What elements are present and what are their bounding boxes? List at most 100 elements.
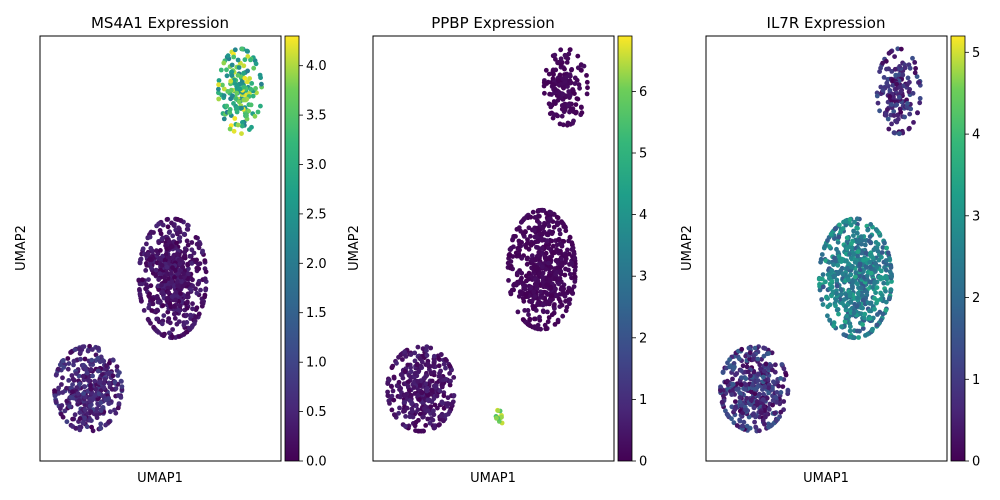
cell-point (447, 363, 453, 369)
cell-point (844, 235, 850, 241)
cell-point (839, 324, 844, 330)
cell-point (554, 292, 559, 298)
cell-point (156, 287, 162, 292)
cell-point (451, 375, 457, 380)
cell-point (533, 282, 539, 288)
cell-point (188, 287, 194, 293)
cell-point (161, 275, 167, 280)
cell-point (231, 54, 237, 60)
cell-point (898, 109, 904, 115)
cell-point (744, 395, 749, 401)
cell-point (553, 87, 558, 93)
cell-point (519, 270, 525, 276)
cell-point (89, 357, 95, 363)
cell-point (195, 281, 201, 287)
cell-point (428, 345, 434, 351)
cell-point (552, 306, 557, 311)
cell-point (416, 368, 422, 374)
cell-point (832, 226, 838, 232)
cell-point (546, 315, 552, 320)
cell-point (834, 277, 840, 283)
cell-point (565, 120, 571, 126)
cell-point (734, 387, 740, 392)
cell-point (386, 377, 392, 383)
cell-point (731, 361, 737, 366)
cell-point (540, 264, 545, 270)
cell-point (108, 409, 113, 415)
cell-point (894, 81, 900, 87)
cell-point (437, 422, 442, 427)
cell-point (855, 253, 860, 259)
cell-point (391, 374, 397, 380)
cell-point (525, 237, 530, 243)
cell-point (397, 394, 403, 400)
cell-point (241, 63, 247, 69)
cell-point (825, 313, 830, 319)
cell-point (110, 373, 116, 379)
cell-point (883, 112, 889, 118)
cell-point (567, 297, 573, 302)
cell-point (567, 47, 573, 52)
colorbar-tick-label: 0.0 (306, 455, 327, 470)
cell-point (119, 384, 125, 389)
cell-point (915, 110, 920, 116)
cell-point (72, 412, 78, 418)
cell-point (884, 245, 889, 251)
cell-point (885, 107, 890, 112)
cell-point (417, 383, 423, 388)
cell-point (159, 236, 165, 242)
cell-point (423, 381, 429, 387)
cell-point (770, 398, 776, 403)
cell-point (545, 231, 550, 237)
cell-point (766, 351, 771, 356)
cell-point (769, 387, 775, 392)
cell-point (82, 415, 87, 421)
cell-point (231, 128, 237, 134)
cell-point (532, 316, 537, 322)
cell-point (402, 393, 407, 398)
cell-point (569, 262, 575, 267)
cell-point (527, 316, 533, 322)
cell-point (159, 282, 164, 288)
cell-point (839, 291, 844, 297)
cell-point (231, 101, 236, 106)
cell-point (202, 276, 208, 282)
cell-point (528, 285, 534, 291)
colorbar-tick-label: 1.5 (306, 306, 327, 321)
cell-point (530, 209, 536, 215)
cell-point (829, 268, 835, 274)
cell-point (171, 223, 177, 229)
cell-point (886, 126, 892, 132)
cell-point (170, 327, 176, 332)
cell-point (739, 375, 744, 380)
cell-point (528, 214, 534, 220)
cell-point (750, 382, 755, 388)
cell-point (221, 60, 227, 66)
cell-point (772, 410, 778, 416)
cell-point (88, 409, 94, 414)
cell-point (194, 305, 200, 311)
y-axis-label: UMAP2 (347, 225, 362, 271)
cell-point (916, 80, 922, 85)
cell-point (549, 238, 554, 244)
cell-point (885, 99, 891, 105)
cell-point (912, 60, 918, 65)
colorbar-tick-label: 1 (639, 393, 647, 408)
cell-point (145, 316, 151, 322)
cell-point (194, 241, 200, 247)
cell-point (748, 389, 754, 395)
cell-point (826, 259, 832, 265)
cell-point (905, 75, 911, 81)
cell-point (751, 353, 757, 359)
cell-point (562, 272, 568, 278)
cell-point (761, 345, 766, 351)
cell-point (103, 397, 109, 403)
cell-point (109, 386, 115, 392)
cell-point (531, 228, 537, 233)
cell-point (864, 265, 869, 270)
cell-point (87, 403, 93, 409)
cell-point (430, 363, 436, 369)
cell-point (506, 278, 511, 283)
cell-point (542, 220, 547, 226)
